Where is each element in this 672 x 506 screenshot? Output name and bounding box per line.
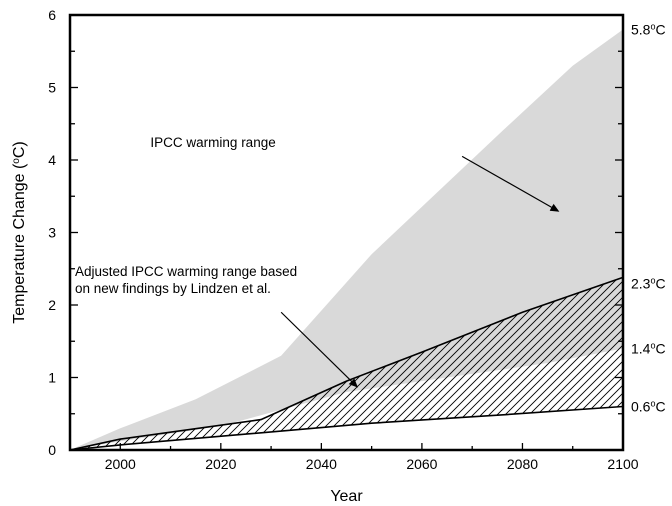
y-tick-label: 1	[48, 370, 56, 386]
y-axis-title-superscript: o	[11, 158, 22, 164]
end-value-number: 2.3	[631, 275, 651, 291]
x-axis-title: Year	[330, 488, 363, 505]
annotation-line: Adjusted IPCC warming range based	[75, 264, 297, 279]
end-value-unit: C	[655, 399, 665, 415]
x-tick-label: 2040	[306, 456, 337, 472]
plot-area: 2000 2020 2040 2060 2080 210001234565.8oC2.3o…	[48, 7, 665, 472]
y-tick-label: 3	[48, 225, 56, 241]
end-value-number: 0.6	[631, 399, 651, 415]
end-value-degree: o	[650, 275, 655, 285]
y-tick-label: 0	[48, 442, 56, 458]
adjusted-lower-line	[69, 405, 624, 451]
annotation-line: on new findings by Lindzen et al.	[75, 281, 271, 296]
x-tick-label: 2080	[507, 456, 538, 472]
adjusted-upper-line	[69, 276, 624, 451]
y-tick-label: 2	[48, 297, 56, 313]
annotation-text: Adjusted IPCC warming range based on new …	[75, 264, 297, 296]
x-tick-label: 2000	[105, 456, 136, 472]
end-value-degree: o	[650, 22, 655, 32]
end-value-degree: o	[650, 341, 655, 351]
y-axis-title-suffix: C)	[11, 141, 28, 158]
end-value-label: 1.4oC	[631, 341, 666, 357]
end-value-number: 5.8	[631, 22, 651, 38]
annotation-arrow	[461, 155, 560, 212]
annotation-arrow	[280, 311, 358, 388]
end-value-unit: C	[655, 22, 665, 38]
x-tick-label: 2100	[607, 456, 638, 472]
y-axis-title: Temperature Change (oC)	[11, 141, 29, 324]
end-value-label: 5.8oC	[631, 22, 666, 38]
y-axis-title-prefix: Temperature Change (	[11, 163, 28, 324]
end-value-label: 2.3oC	[631, 275, 666, 291]
y-tick-label: 4	[48, 152, 56, 168]
x-tick-label: 2020	[205, 456, 236, 472]
x-tick-label: 2060	[406, 456, 437, 472]
y-tick-label: 6	[48, 7, 56, 23]
y-tick-label: 5	[48, 80, 56, 96]
annotation-text: IPCC warming range	[150, 135, 275, 150]
end-value-label: 0.6oC	[631, 399, 666, 415]
end-value-unit: C	[655, 341, 665, 357]
end-value-unit: C	[655, 275, 665, 291]
adjusted-warming-range-band	[70, 277, 623, 450]
end-value-number: 1.4	[631, 341, 651, 357]
end-value-degree: o	[650, 399, 655, 409]
annotation-line: IPCC warming range	[150, 135, 275, 150]
